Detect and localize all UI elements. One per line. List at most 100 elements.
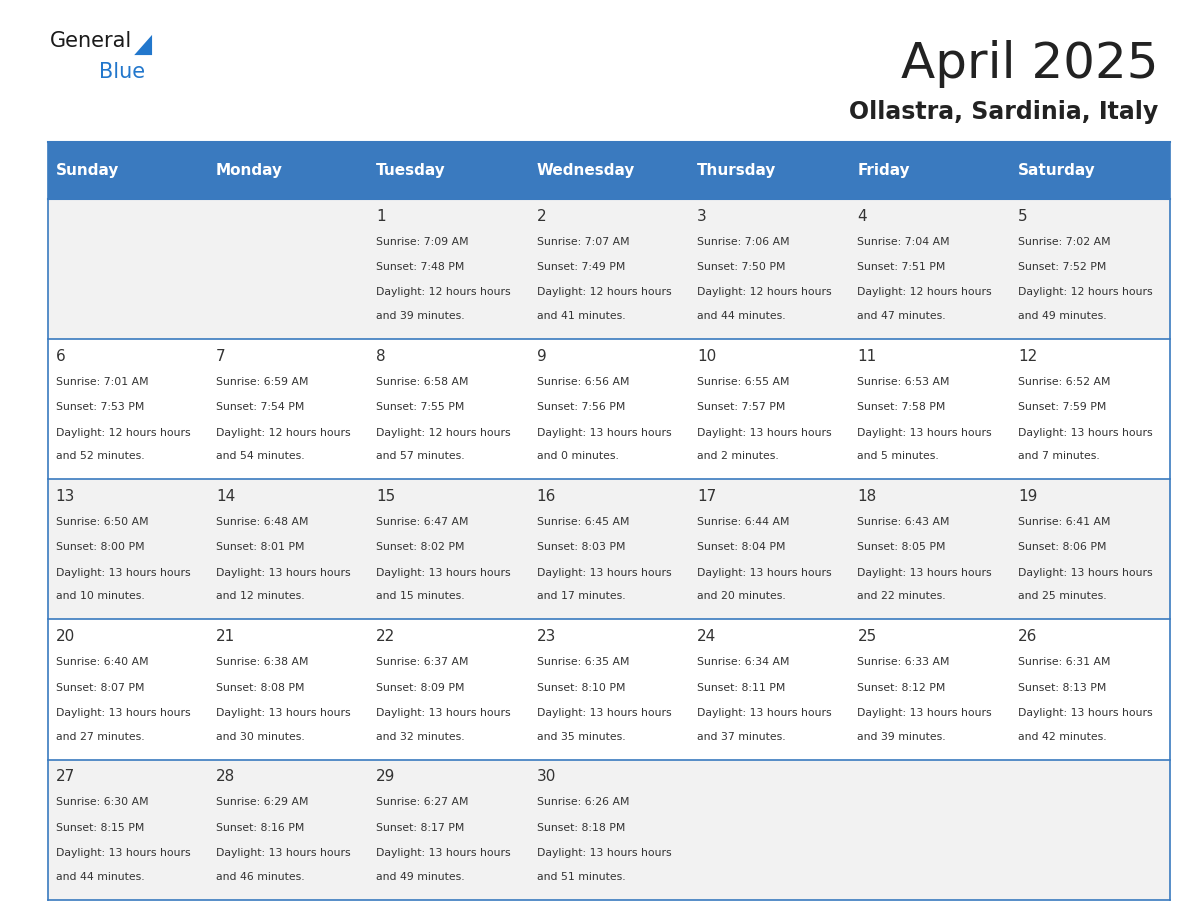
Text: Sunday: Sunday xyxy=(56,163,119,178)
Text: 28: 28 xyxy=(216,769,235,784)
FancyBboxPatch shape xyxy=(208,142,368,199)
Text: and 15 minutes.: and 15 minutes. xyxy=(377,591,465,601)
Text: Sunset: 8:10 PM: Sunset: 8:10 PM xyxy=(537,682,625,692)
Text: Sunrise: 6:55 AM: Sunrise: 6:55 AM xyxy=(697,377,790,387)
Text: Daylight: 13 hours hours: Daylight: 13 hours hours xyxy=(377,848,511,857)
Text: and 12 minutes.: and 12 minutes. xyxy=(216,591,304,601)
Text: Sunset: 8:00 PM: Sunset: 8:00 PM xyxy=(56,543,144,553)
Text: Sunset: 7:49 PM: Sunset: 7:49 PM xyxy=(537,263,625,273)
Text: 1: 1 xyxy=(377,209,386,224)
Text: Daylight: 13 hours hours: Daylight: 13 hours hours xyxy=(1018,567,1152,577)
FancyBboxPatch shape xyxy=(1010,340,1170,479)
Text: Sunrise: 7:02 AM: Sunrise: 7:02 AM xyxy=(1018,237,1111,247)
Text: Sunset: 8:18 PM: Sunset: 8:18 PM xyxy=(537,823,625,833)
Text: Sunset: 7:59 PM: Sunset: 7:59 PM xyxy=(1018,402,1106,412)
Text: Sunset: 7:57 PM: Sunset: 7:57 PM xyxy=(697,402,785,412)
FancyBboxPatch shape xyxy=(529,620,689,759)
Text: Sunset: 8:12 PM: Sunset: 8:12 PM xyxy=(858,682,946,692)
FancyBboxPatch shape xyxy=(368,199,529,340)
Text: Daylight: 13 hours hours: Daylight: 13 hours hours xyxy=(537,428,671,438)
FancyBboxPatch shape xyxy=(368,142,529,199)
Text: Daylight: 13 hours hours: Daylight: 13 hours hours xyxy=(858,567,992,577)
Text: Sunset: 7:54 PM: Sunset: 7:54 PM xyxy=(216,402,304,412)
Text: and 25 minutes.: and 25 minutes. xyxy=(1018,591,1106,601)
Text: 17: 17 xyxy=(697,489,716,504)
FancyBboxPatch shape xyxy=(849,620,1010,759)
FancyBboxPatch shape xyxy=(849,142,1010,199)
FancyBboxPatch shape xyxy=(689,142,849,199)
Text: Sunset: 7:50 PM: Sunset: 7:50 PM xyxy=(697,263,785,273)
Text: Daylight: 13 hours hours: Daylight: 13 hours hours xyxy=(1018,708,1152,718)
Text: and 7 minutes.: and 7 minutes. xyxy=(1018,452,1100,462)
Text: Blue: Blue xyxy=(99,62,145,82)
FancyBboxPatch shape xyxy=(48,620,208,759)
Text: Sunrise: 6:37 AM: Sunrise: 6:37 AM xyxy=(377,657,469,667)
Text: Daylight: 13 hours hours: Daylight: 13 hours hours xyxy=(216,567,350,577)
Text: and 30 minutes.: and 30 minutes. xyxy=(216,732,304,742)
Text: 14: 14 xyxy=(216,489,235,504)
FancyBboxPatch shape xyxy=(48,759,208,900)
Text: 27: 27 xyxy=(56,769,75,784)
Text: Daylight: 12 hours hours: Daylight: 12 hours hours xyxy=(216,428,350,438)
FancyBboxPatch shape xyxy=(48,340,208,479)
FancyBboxPatch shape xyxy=(368,620,529,759)
Text: Sunset: 8:17 PM: Sunset: 8:17 PM xyxy=(377,823,465,833)
FancyBboxPatch shape xyxy=(368,479,529,620)
FancyBboxPatch shape xyxy=(368,759,529,900)
Text: Daylight: 12 hours hours: Daylight: 12 hours hours xyxy=(537,287,671,297)
Polygon shape xyxy=(134,35,152,55)
Text: Sunset: 8:04 PM: Sunset: 8:04 PM xyxy=(697,543,785,553)
Text: Friday: Friday xyxy=(858,163,910,178)
Text: Sunrise: 6:53 AM: Sunrise: 6:53 AM xyxy=(858,377,950,387)
Text: Sunset: 7:52 PM: Sunset: 7:52 PM xyxy=(1018,263,1106,273)
FancyBboxPatch shape xyxy=(208,620,368,759)
Text: Sunset: 8:02 PM: Sunset: 8:02 PM xyxy=(377,543,465,553)
Text: Sunrise: 7:07 AM: Sunrise: 7:07 AM xyxy=(537,237,630,247)
Text: Sunset: 7:48 PM: Sunset: 7:48 PM xyxy=(377,263,465,273)
FancyBboxPatch shape xyxy=(529,199,689,340)
FancyBboxPatch shape xyxy=(208,759,368,900)
Text: and 44 minutes.: and 44 minutes. xyxy=(697,311,785,321)
Text: and 27 minutes.: and 27 minutes. xyxy=(56,732,144,742)
Text: Sunrise: 6:38 AM: Sunrise: 6:38 AM xyxy=(216,657,309,667)
Text: Sunrise: 6:58 AM: Sunrise: 6:58 AM xyxy=(377,377,469,387)
Text: Daylight: 13 hours hours: Daylight: 13 hours hours xyxy=(858,428,992,438)
Text: Wednesday: Wednesday xyxy=(537,163,636,178)
FancyBboxPatch shape xyxy=(849,479,1010,620)
Text: Daylight: 13 hours hours: Daylight: 13 hours hours xyxy=(377,567,511,577)
Text: 18: 18 xyxy=(858,489,877,504)
Text: Sunrise: 6:48 AM: Sunrise: 6:48 AM xyxy=(216,517,309,527)
FancyBboxPatch shape xyxy=(1010,759,1170,900)
Text: 25: 25 xyxy=(858,629,877,644)
Text: 9: 9 xyxy=(537,349,546,364)
Text: 26: 26 xyxy=(1018,629,1037,644)
Text: Ollastra, Sardinia, Italy: Ollastra, Sardinia, Italy xyxy=(849,100,1158,124)
Text: 22: 22 xyxy=(377,629,396,644)
Text: Sunset: 8:08 PM: Sunset: 8:08 PM xyxy=(216,682,304,692)
FancyBboxPatch shape xyxy=(849,340,1010,479)
Text: Sunrise: 7:04 AM: Sunrise: 7:04 AM xyxy=(858,237,950,247)
Text: Daylight: 12 hours hours: Daylight: 12 hours hours xyxy=(377,428,511,438)
FancyBboxPatch shape xyxy=(849,759,1010,900)
Text: Sunrise: 6:34 AM: Sunrise: 6:34 AM xyxy=(697,657,790,667)
Text: Sunrise: 6:56 AM: Sunrise: 6:56 AM xyxy=(537,377,630,387)
Text: Daylight: 13 hours hours: Daylight: 13 hours hours xyxy=(537,848,671,857)
Text: Daylight: 12 hours hours: Daylight: 12 hours hours xyxy=(1018,287,1152,297)
FancyBboxPatch shape xyxy=(689,620,849,759)
Text: Sunrise: 6:33 AM: Sunrise: 6:33 AM xyxy=(858,657,950,667)
Text: Sunrise: 6:40 AM: Sunrise: 6:40 AM xyxy=(56,657,148,667)
Text: Sunrise: 7:06 AM: Sunrise: 7:06 AM xyxy=(697,237,790,247)
Text: Daylight: 13 hours hours: Daylight: 13 hours hours xyxy=(1018,428,1152,438)
Text: Sunrise: 6:47 AM: Sunrise: 6:47 AM xyxy=(377,517,469,527)
Text: 23: 23 xyxy=(537,629,556,644)
Text: Sunset: 8:15 PM: Sunset: 8:15 PM xyxy=(56,823,144,833)
Text: Sunrise: 6:41 AM: Sunrise: 6:41 AM xyxy=(1018,517,1111,527)
Text: and 35 minutes.: and 35 minutes. xyxy=(537,732,625,742)
Text: 8: 8 xyxy=(377,349,386,364)
Text: and 20 minutes.: and 20 minutes. xyxy=(697,591,785,601)
Text: and 42 minutes.: and 42 minutes. xyxy=(1018,732,1106,742)
Text: Sunrise: 6:50 AM: Sunrise: 6:50 AM xyxy=(56,517,148,527)
Text: and 0 minutes.: and 0 minutes. xyxy=(537,452,619,462)
Text: Daylight: 13 hours hours: Daylight: 13 hours hours xyxy=(56,708,190,718)
Text: 12: 12 xyxy=(1018,349,1037,364)
